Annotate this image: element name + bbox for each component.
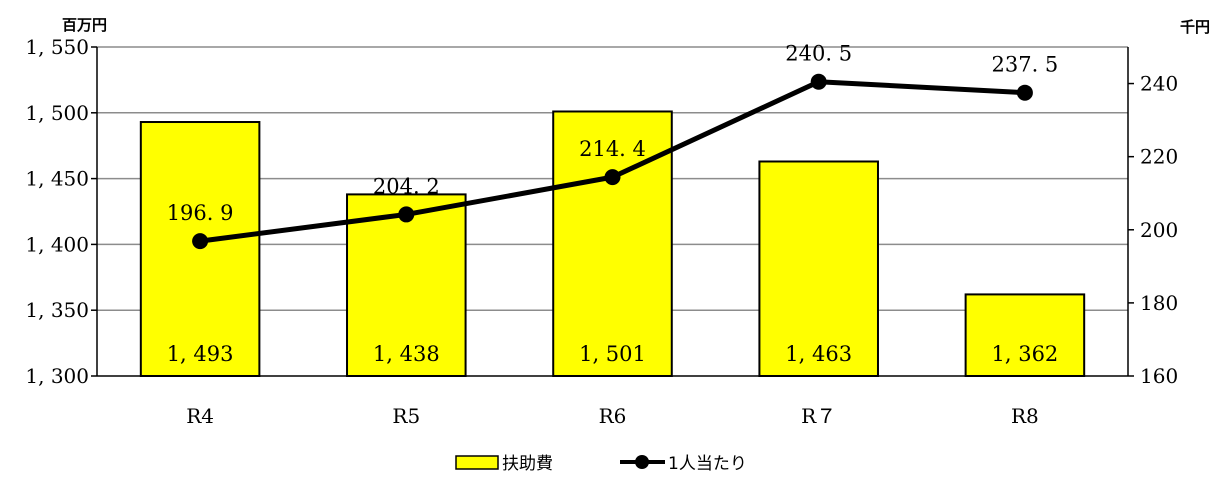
bar	[758, 160, 879, 377]
line-value-label: 237. 5	[992, 53, 1059, 77]
line-point	[192, 233, 209, 250]
legend-line-label: 1人当たり	[668, 454, 747, 474]
line-point	[810, 73, 827, 90]
line-value-label: 196. 9	[167, 201, 234, 225]
line-point	[604, 169, 621, 186]
line-point	[1016, 84, 1033, 101]
bar	[346, 193, 467, 377]
bar	[964, 293, 1086, 377]
y-right-tick-label: 180	[1140, 291, 1178, 315]
x-tick-label: R5	[392, 404, 420, 428]
line-value-label: 214. 4	[579, 137, 646, 161]
y-left-tick-label: 1, 300	[25, 364, 89, 388]
bar-value-label: 1, 362	[992, 342, 1059, 366]
y-left-tick-label: 1, 400	[25, 232, 89, 256]
x-tick-label: R8	[1011, 404, 1039, 428]
y-left-tick-label: 1, 350	[25, 298, 89, 322]
legend-bar-label: 扶助費	[502, 454, 553, 474]
bar-value-label: 1, 438	[373, 342, 440, 366]
bar	[552, 110, 673, 377]
data-labels: 1, 493 1, 438 1, 501 1, 463 1, 362 196. 9 204.…	[167, 42, 1059, 366]
line-value-label: 204. 2	[373, 174, 440, 198]
tick-labels: 1, 300 1, 350 1, 400 1, 450 1, 500 1, 550 160 1…	[25, 35, 1178, 428]
bar-value-label: 1, 463	[785, 342, 852, 366]
y-right-tick-label: 200	[1140, 218, 1178, 242]
bar-value-label: 1, 501	[579, 342, 646, 366]
left-axis-unit: 百万円	[62, 16, 108, 34]
y-right-tick-label: 240	[1140, 72, 1178, 96]
y-right-tick-label: 220	[1140, 145, 1178, 169]
y-left-tick-label: 1, 500	[25, 101, 89, 125]
x-tick-label: R6	[599, 404, 627, 428]
line-series	[192, 73, 1033, 250]
right-axis-unit: 千円	[1180, 18, 1211, 36]
x-tick-label: R７	[801, 404, 836, 428]
y-left-tick-label: 1, 450	[25, 167, 89, 191]
line-value-label: 240. 5	[785, 42, 852, 66]
y-left-tick-label: 1, 550	[25, 35, 89, 59]
legend: 扶助費 1人当たり	[455, 454, 747, 474]
axes	[91, 46, 1134, 377]
y-right-tick-label: 160	[1140, 364, 1178, 388]
legend-bar-swatch	[455, 455, 499, 470]
line-point	[398, 206, 415, 223]
x-tick-label: R4	[186, 404, 214, 428]
legend-line-marker	[635, 455, 649, 469]
bar-value-label: 1, 493	[167, 342, 234, 366]
